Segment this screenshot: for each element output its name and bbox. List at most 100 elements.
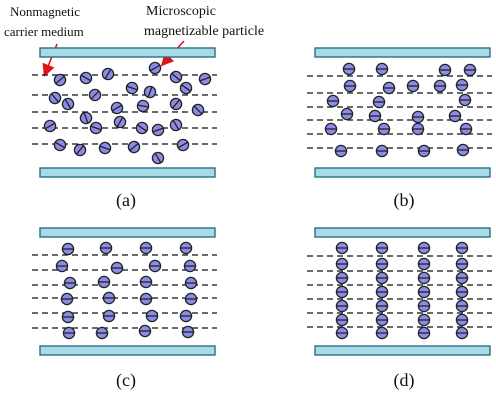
particle [342, 62, 356, 76]
particle [183, 259, 197, 273]
particle-axis [64, 98, 72, 110]
particle [455, 271, 469, 285]
particle [417, 313, 431, 327]
particle [169, 118, 183, 132]
annotation-particle-line1: Microscopic [146, 4, 216, 19]
particle-axis [147, 86, 153, 98]
particle [139, 292, 153, 306]
particle [110, 101, 124, 115]
particle [181, 325, 195, 339]
particle [438, 63, 452, 77]
particle [455, 241, 469, 255]
particle [375, 62, 389, 76]
particle [411, 122, 425, 136]
particle [143, 85, 157, 99]
particle [113, 115, 127, 129]
panel-b [307, 47, 492, 178]
particle [55, 259, 69, 273]
particle-axis [152, 127, 164, 133]
annotation-particle: Microscopic magnetizable particle [144, 4, 264, 39]
annotation-carrier-line1: Nonmagnetic [10, 4, 80, 19]
particle [455, 78, 469, 92]
particle [417, 299, 431, 313]
particle [340, 107, 354, 121]
particle [335, 285, 349, 299]
top-plate [39, 47, 216, 58]
bottom-plate [314, 167, 491, 178]
particle [48, 91, 62, 105]
particle [101, 67, 115, 81]
particle [456, 143, 470, 157]
particle [417, 271, 431, 285]
particle [138, 324, 152, 338]
particle [61, 97, 75, 111]
particle [417, 144, 431, 158]
particle [73, 143, 87, 157]
particle [375, 144, 389, 158]
particle [95, 326, 109, 340]
particle [375, 299, 389, 313]
particle [184, 292, 198, 306]
particle [61, 242, 75, 256]
bottom-plate [314, 345, 491, 356]
particle [135, 121, 149, 135]
particle-axis [129, 142, 139, 152]
particle [334, 144, 348, 158]
particle-axis [99, 145, 111, 151]
particle [63, 276, 77, 290]
particle-axis [193, 105, 203, 115]
particle-axis [90, 125, 102, 131]
particle [368, 109, 382, 123]
particle [335, 271, 349, 285]
panel-label-c: (c) [116, 370, 136, 391]
particle [98, 141, 112, 155]
particle-axis [181, 84, 191, 92]
particle [455, 326, 469, 340]
particle [102, 291, 116, 305]
particle-axis [83, 112, 89, 124]
panel-a [32, 47, 217, 178]
particle [43, 119, 57, 133]
bottom-plate [39, 167, 216, 178]
particle-axis [149, 64, 161, 72]
panel-label-d: (d) [394, 370, 415, 391]
particle [335, 326, 349, 340]
particle [136, 99, 150, 113]
particle [433, 79, 447, 93]
particle-axis [90, 90, 100, 100]
particle [406, 79, 420, 93]
particle [151, 123, 165, 137]
particle-axis [171, 72, 181, 82]
particle [343, 79, 357, 93]
particle-axis [199, 76, 211, 82]
annotation-particle-line2: magnetizable particle [144, 24, 264, 39]
particle-axis [154, 152, 162, 164]
particle [375, 257, 389, 271]
particle [88, 88, 102, 102]
particle [89, 121, 103, 135]
particle-axis [116, 116, 124, 128]
particle [417, 257, 431, 271]
particle [455, 299, 469, 313]
annotation-carrier-line2: carrier medium [4, 24, 84, 39]
particle [463, 63, 477, 77]
annotation-carrier: Nonmagnetic carrier medium [4, 4, 84, 39]
particle [372, 95, 386, 109]
particle [324, 122, 338, 136]
particle [151, 151, 165, 165]
particle-axis [50, 93, 60, 103]
particle [335, 257, 349, 271]
particle [335, 299, 349, 313]
particle-axis [172, 119, 180, 131]
particle [375, 326, 389, 340]
particle [335, 241, 349, 255]
particle [53, 73, 67, 87]
particle [455, 257, 469, 271]
particle [99, 241, 113, 255]
particle [53, 138, 67, 152]
particle [148, 259, 162, 273]
particle [79, 71, 93, 85]
particle [411, 110, 425, 124]
particle [60, 292, 74, 306]
